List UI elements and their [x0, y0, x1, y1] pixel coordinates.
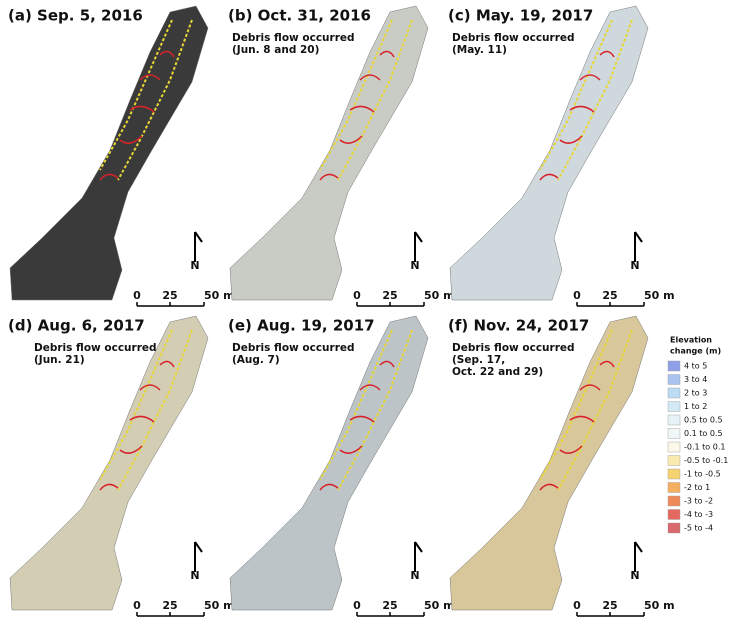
panel-title: (b) Oct. 31, 2016 [228, 7, 371, 25]
north-label: N [410, 259, 419, 272]
north-label: N [630, 259, 639, 272]
north-arrow [635, 232, 642, 262]
north-arrow [415, 542, 422, 572]
legend-label: 0.1 to 0.5 [684, 429, 723, 438]
legend-label: 1 to 2 [684, 402, 707, 411]
map-panel: (e) Aug. 19, 2017 Debris flow occurred(Au… [228, 316, 455, 616]
scale-bar [577, 302, 644, 306]
map-panel: (c) May. 19, 2017 Debris flow occurred(Ma… [448, 6, 675, 306]
scale-label: 0 [133, 289, 141, 302]
map-panel: (b) Oct. 31, 2016 Debris flow occurred(Ju… [228, 6, 455, 306]
scale-label: 25 [162, 599, 177, 612]
panel-title: (a) Sep. 5, 2016 [8, 7, 143, 25]
legend-label: -3 to -2 [684, 497, 713, 506]
legend-swatch [668, 375, 680, 385]
legend-label: -0.5 to -0.1 [684, 456, 728, 465]
scale-label: 0 [353, 599, 361, 612]
scale-bar [357, 612, 424, 616]
scale-label: 50 m [424, 599, 455, 612]
legend-label: 3 to 4 [684, 375, 707, 384]
panel-note: (Aug. 7) [232, 354, 280, 366]
figure: (a) Sep. 5, 2016N02550 m(b) Oct. 31, 201… [0, 0, 740, 621]
legend-swatch [668, 361, 680, 371]
legend-label: 0.5 to 0.5 [684, 416, 723, 425]
north-arrow [635, 542, 642, 572]
legend-swatch [668, 496, 680, 506]
scale-label: 50 m [644, 599, 675, 612]
north-arrow [195, 232, 202, 262]
legend-title: Elevation [670, 336, 712, 345]
legend-swatch [668, 523, 680, 533]
panel-note: (May. 11) [452, 44, 507, 56]
legend-label: 4 to 5 [684, 362, 707, 371]
scale-bar [137, 302, 204, 306]
scale-label: 25 [382, 289, 397, 302]
legend-label: -5 to -4 [684, 524, 713, 533]
panel-title: (e) Aug. 19, 2017 [228, 317, 375, 335]
panel-title: (f) Nov. 24, 2017 [448, 317, 589, 335]
scale-label: 0 [353, 289, 361, 302]
scale-bar [137, 612, 204, 616]
scale-label: 0 [573, 599, 581, 612]
panel-note: Debris flow occurred [452, 342, 575, 354]
legend-swatch [668, 402, 680, 412]
north-label: N [410, 569, 419, 582]
legend-swatch [668, 388, 680, 398]
scale-label: 50 m [204, 599, 235, 612]
scale-label: 25 [602, 599, 617, 612]
panel-note: (Jun. 21) [34, 354, 85, 366]
scale-label: 25 [602, 289, 617, 302]
panel-note: Debris flow occurred [232, 32, 355, 44]
scale-label: 50 m [424, 289, 455, 302]
legend-label: -0.1 to 0.1 [684, 443, 725, 452]
panel-note: Debris flow occurred [232, 342, 355, 354]
legend-label: -1 to -0.5 [684, 470, 721, 479]
scale-bar [577, 612, 644, 616]
north-label: N [190, 569, 199, 582]
north-arrow [415, 232, 422, 262]
legend-swatch [668, 415, 680, 425]
panel-note: (Sep. 17, [452, 354, 505, 366]
legend-label: -4 to -3 [684, 510, 713, 519]
scale-label: 0 [133, 599, 141, 612]
north-label: N [630, 569, 639, 582]
panel-note: Debris flow occurred [34, 342, 157, 354]
north-arrow [195, 542, 202, 572]
panel-title: (c) May. 19, 2017 [448, 7, 593, 25]
map-panel: (d) Aug. 6, 2017 Debris flow occurred(Jun… [8, 316, 235, 616]
panel-title: (d) Aug. 6, 2017 [8, 317, 145, 335]
panel-note: (Jun. 8 and 20) [232, 44, 319, 56]
north-label: N [190, 259, 199, 272]
scale-label: 0 [573, 289, 581, 302]
scale-label: 50 m [644, 289, 675, 302]
legend-title: change (m) [670, 347, 721, 356]
legend-label: 2 to 3 [684, 389, 707, 398]
panel-note: Debris flow occurred [452, 32, 575, 44]
scale-label: 50 m [204, 289, 235, 302]
legend-swatch [668, 510, 680, 520]
legend-swatch [668, 429, 680, 439]
legend-swatch [668, 483, 680, 493]
map-panel: (a) Sep. 5, 2016 N 0 25 50 m [8, 6, 235, 306]
legend-swatch [668, 442, 680, 452]
panel-note: Oct. 22 and 29) [452, 366, 543, 378]
scale-label: 25 [162, 289, 177, 302]
legend-swatch [668, 456, 680, 466]
legend-label: -2 to 1 [684, 483, 710, 492]
scale-label: 25 [382, 599, 397, 612]
map-panel: (f) Nov. 24, 2017 Debris flow occurred(Se… [448, 316, 675, 616]
legend-swatch [668, 469, 680, 479]
scale-bar [357, 302, 424, 306]
